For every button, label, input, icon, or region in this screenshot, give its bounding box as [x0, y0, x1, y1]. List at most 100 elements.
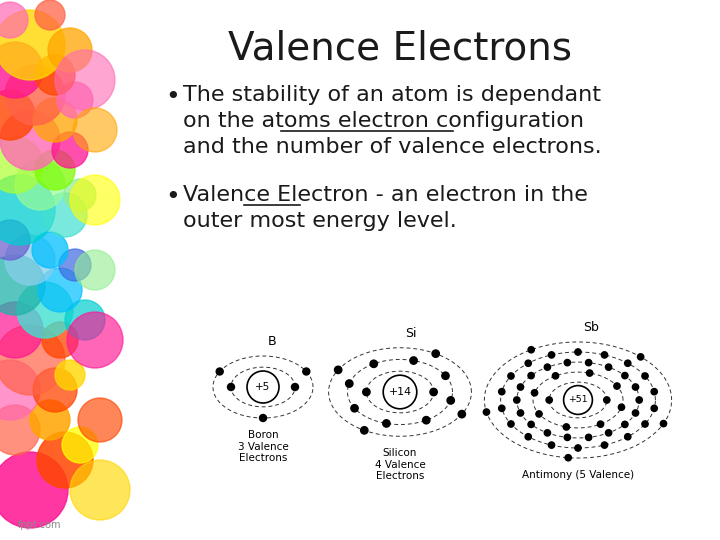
Text: outer most energy level.: outer most energy level.: [183, 211, 456, 231]
Circle shape: [57, 82, 93, 118]
Text: Antimony (5 Valence): Antimony (5 Valence): [522, 470, 634, 480]
Circle shape: [228, 383, 235, 390]
Text: +51: +51: [568, 395, 588, 404]
Text: •: •: [165, 85, 180, 109]
Circle shape: [70, 460, 130, 520]
Circle shape: [55, 50, 115, 110]
Circle shape: [606, 430, 612, 436]
Circle shape: [622, 373, 628, 379]
Circle shape: [351, 404, 359, 412]
Circle shape: [55, 360, 85, 390]
Text: Silicon
4 Valence
Electrons: Silicon 4 Valence Electrons: [374, 448, 426, 482]
Circle shape: [587, 370, 593, 376]
Text: and the number of valence electrons.: and the number of valence electrons.: [183, 137, 602, 157]
Circle shape: [64, 179, 96, 211]
Circle shape: [78, 398, 122, 442]
Circle shape: [43, 193, 87, 237]
Circle shape: [499, 405, 505, 411]
Circle shape: [0, 42, 43, 98]
Circle shape: [35, 55, 75, 95]
Circle shape: [508, 373, 514, 379]
Circle shape: [642, 373, 648, 379]
Circle shape: [59, 249, 91, 281]
Circle shape: [430, 388, 437, 396]
Circle shape: [0, 220, 30, 260]
Circle shape: [625, 360, 631, 366]
Circle shape: [447, 397, 454, 404]
Circle shape: [48, 28, 92, 72]
Text: The stability of an atom is dependant: The stability of an atom is dependant: [183, 85, 601, 105]
Circle shape: [247, 371, 279, 403]
Circle shape: [361, 427, 368, 434]
Circle shape: [0, 2, 28, 38]
Circle shape: [544, 364, 551, 370]
Circle shape: [625, 434, 631, 440]
Circle shape: [259, 415, 266, 422]
Circle shape: [528, 373, 534, 379]
Circle shape: [0, 452, 68, 528]
Circle shape: [38, 268, 82, 312]
Circle shape: [585, 360, 592, 366]
Circle shape: [52, 132, 88, 168]
Circle shape: [632, 410, 639, 416]
Circle shape: [637, 354, 644, 360]
Circle shape: [564, 360, 570, 366]
Circle shape: [0, 10, 65, 80]
Circle shape: [346, 380, 353, 387]
Circle shape: [70, 175, 120, 225]
Circle shape: [531, 390, 538, 396]
Circle shape: [601, 442, 608, 448]
Circle shape: [363, 388, 370, 396]
Circle shape: [0, 110, 60, 170]
Circle shape: [660, 421, 667, 427]
Circle shape: [292, 383, 299, 390]
Circle shape: [0, 405, 40, 455]
Circle shape: [518, 384, 523, 390]
Text: +5: +5: [256, 382, 271, 392]
Text: Valence Electrons: Valence Electrons: [228, 30, 572, 68]
Circle shape: [5, 235, 55, 285]
Circle shape: [0, 137, 43, 193]
Circle shape: [642, 421, 648, 427]
Text: Si: Si: [405, 327, 416, 340]
Circle shape: [525, 434, 531, 440]
Circle shape: [651, 388, 657, 395]
Circle shape: [528, 347, 534, 353]
Circle shape: [564, 386, 593, 414]
Text: •: •: [165, 185, 180, 209]
Circle shape: [17, 282, 73, 338]
Circle shape: [33, 368, 77, 412]
Circle shape: [37, 432, 93, 488]
Circle shape: [585, 434, 592, 441]
Text: Valence Electron - an electron in the: Valence Electron - an electron in the: [183, 185, 588, 205]
Circle shape: [518, 410, 523, 416]
Circle shape: [42, 322, 78, 358]
Circle shape: [62, 427, 98, 463]
Circle shape: [528, 421, 534, 428]
Text: Sb: Sb: [583, 321, 599, 334]
Circle shape: [564, 434, 570, 441]
Circle shape: [536, 411, 542, 417]
Circle shape: [383, 420, 390, 427]
Circle shape: [483, 409, 490, 415]
Circle shape: [32, 232, 68, 268]
Circle shape: [73, 108, 117, 152]
Circle shape: [0, 255, 45, 315]
Circle shape: [33, 98, 77, 142]
Circle shape: [622, 421, 628, 428]
Circle shape: [601, 352, 608, 358]
Text: +14: +14: [389, 387, 412, 397]
Circle shape: [67, 312, 123, 368]
Circle shape: [603, 397, 610, 403]
Circle shape: [546, 397, 552, 403]
Circle shape: [565, 455, 572, 461]
Circle shape: [598, 421, 603, 427]
Circle shape: [614, 383, 620, 389]
Circle shape: [75, 250, 115, 290]
Circle shape: [423, 416, 430, 424]
Circle shape: [65, 300, 105, 340]
Circle shape: [303, 368, 310, 375]
Circle shape: [410, 357, 418, 364]
Circle shape: [549, 442, 554, 448]
Circle shape: [525, 360, 531, 366]
